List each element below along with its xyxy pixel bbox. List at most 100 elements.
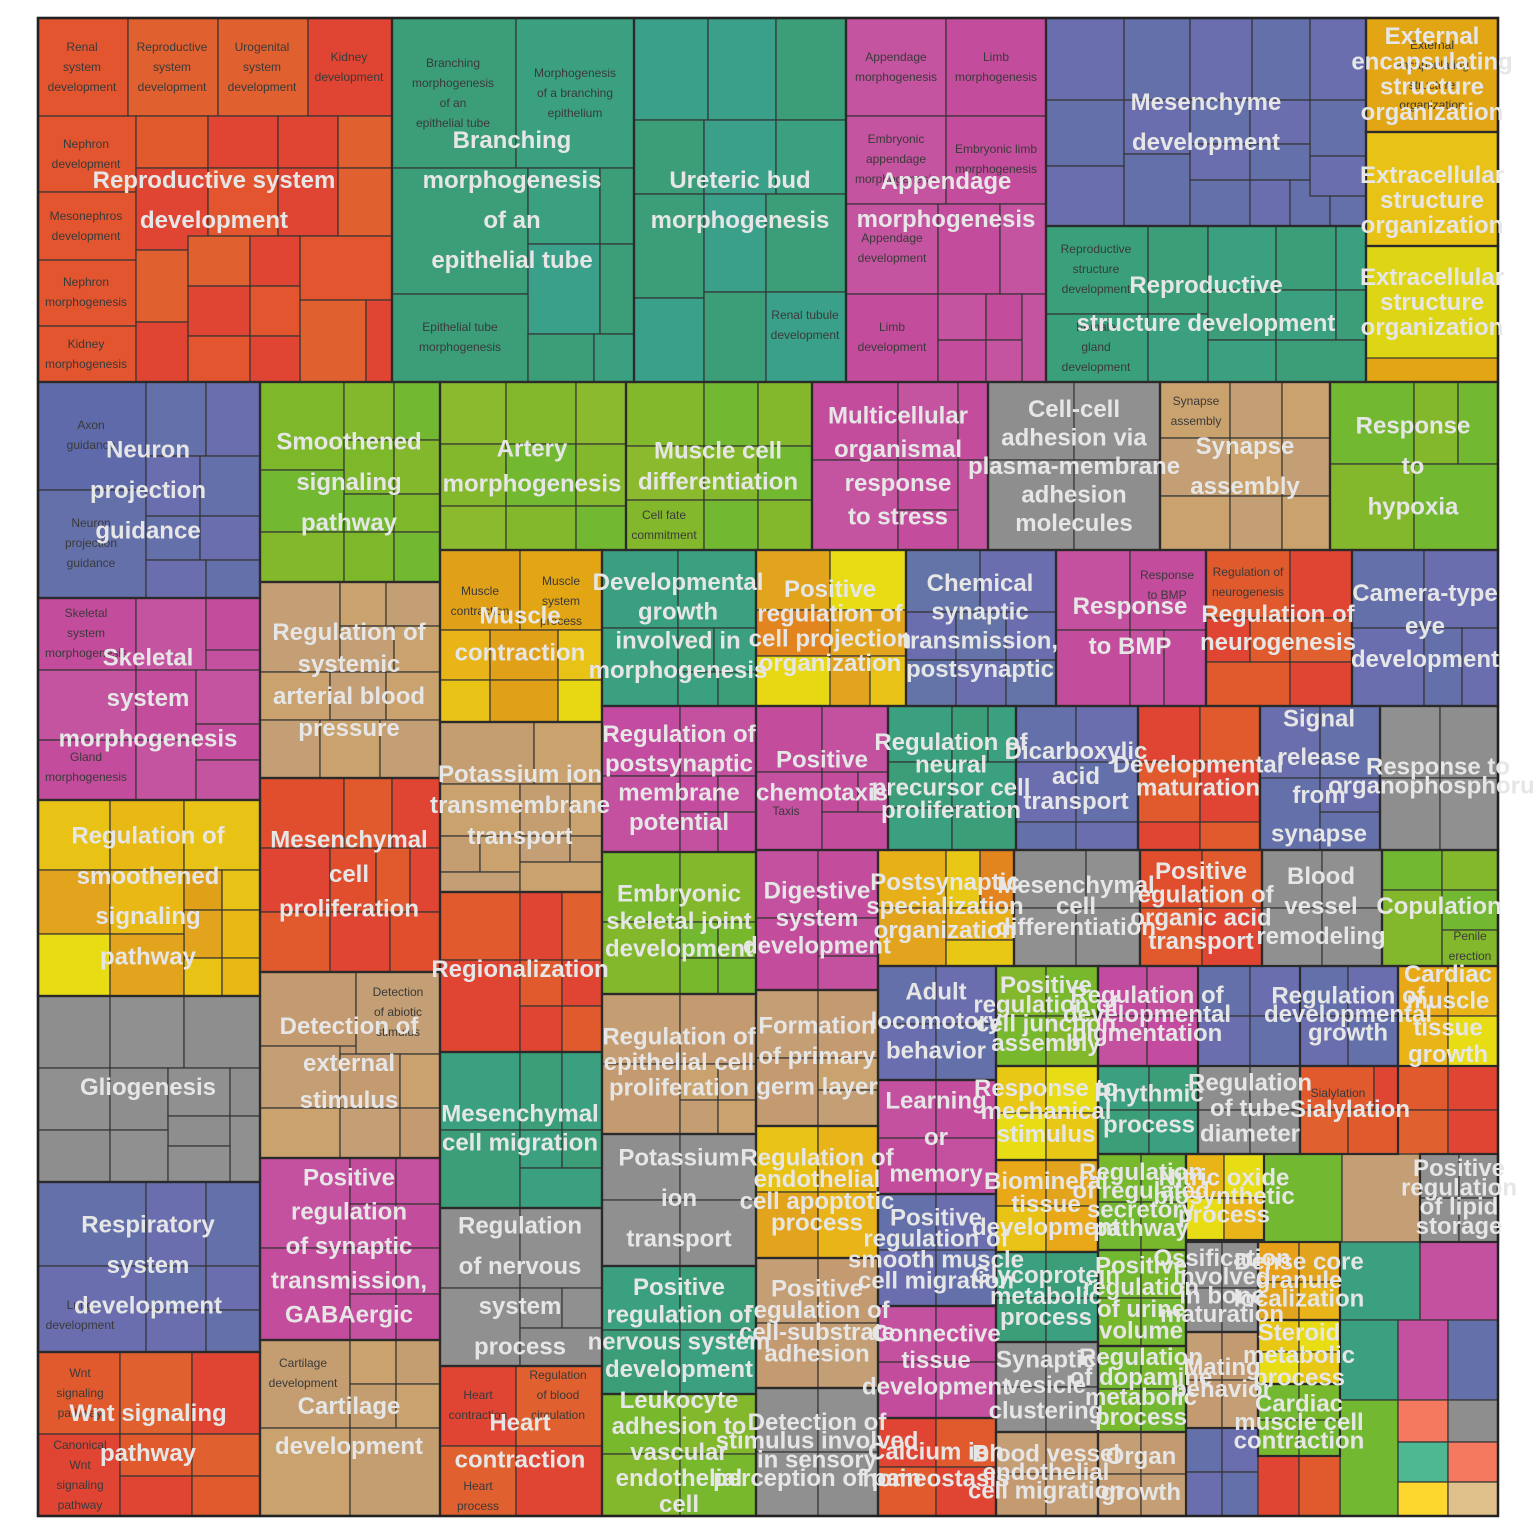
treemap-subcell: [897, 509, 959, 551]
group-label: Postsynaptic specialization organization: [866, 869, 1023, 944]
treemap-subcell: [349, 1383, 397, 1429]
term-label: Regulation of blood circulation: [529, 1368, 586, 1422]
treemap-group-89: [1256, 1382, 1342, 1458]
term-label: Nephron morphogenesis: [45, 275, 127, 309]
group-label: Positive regulation of cell junction assemb…: [973, 972, 1119, 1057]
treemap-filler-cell: [1447, 1319, 1499, 1401]
treemap-subcell: [717, 957, 757, 995]
treemap-subcell: [349, 1203, 397, 1249]
group-label: Blood vessel remodeling: [1256, 864, 1385, 951]
group-label: Regulation of developmental growth: [1264, 983, 1432, 1047]
treemap-subcell: [37, 17, 129, 117]
treemap-subcell: [439, 871, 521, 893]
treemap-subcell: [679, 1329, 757, 1395]
treemap-subcell: [135, 115, 209, 169]
treemap-subcell: [37, 325, 137, 383]
treemap-subcell: [995, 1159, 1047, 1207]
treemap-subcell: [395, 1157, 441, 1205]
treemap-subcell: [955, 659, 1007, 707]
treemap-subcell: [277, 115, 339, 169]
treemap-subcell: [677, 627, 715, 673]
treemap-subcell: [145, 515, 201, 561]
treemap-subcell: [717, 671, 757, 707]
treemap-subcell: [1257, 1455, 1300, 1517]
treemap-subcell: [109, 799, 185, 871]
treemap-subcell: [1045, 99, 1125, 167]
treemap-subcell: [951, 761, 1017, 809]
treemap-subcell: [1045, 1015, 1099, 1067]
group-label: Cardiac muscle cell contraction: [1234, 1391, 1365, 1455]
term-label: Kidney development: [315, 50, 384, 84]
group-label: Response to mechanical stimulus: [974, 1075, 1118, 1148]
treemap-subcell: [1229, 495, 1283, 551]
treemap-subcell: [1185, 1241, 1223, 1289]
treemap-subcell: [679, 957, 719, 995]
treemap-filler-cell: [1447, 1441, 1499, 1483]
treemap-subcell: [1457, 381, 1499, 465]
treemap-subcell: [167, 1067, 231, 1117]
treemap-subcell: [1075, 761, 1139, 823]
treemap-subcell: [37, 799, 111, 871]
group-label: Heart contraction: [455, 1410, 586, 1474]
term-label: Morphogenesis of a branching epithelium: [534, 66, 616, 120]
treemap-subcell: [1197, 965, 1251, 1017]
treemap-subcell: [259, 1427, 351, 1517]
treemap-subcell: [515, 17, 635, 169]
group-label: Camera-type eye development: [1351, 580, 1499, 673]
treemap-subcell: [1189, 179, 1251, 227]
treemap-subcell: [821, 771, 859, 813]
term-label: Lung development: [46, 1298, 115, 1332]
treemap-subcell: [37, 381, 147, 491]
treemap-subcell: [1097, 1153, 1142, 1203]
treemap-subcell: [395, 1339, 441, 1385]
treemap-subcell: [845, 203, 939, 295]
treemap-subcell: [217, 17, 309, 117]
treemap-subcell: [1397, 1065, 1449, 1111]
treemap-subcell: [1140, 1431, 1187, 1475]
treemap-subcell: [935, 1249, 997, 1307]
treemap-subcell: [1045, 1341, 1099, 1388]
group-label: Biomineral tissue development: [972, 1168, 1120, 1241]
treemap-subcell: [1097, 1249, 1142, 1299]
treemap-subcell: [817, 1451, 879, 1517]
treemap-subcell: [1249, 1065, 1301, 1111]
treemap-subcell: [249, 235, 301, 287]
treemap-subcell: [1221, 1331, 1259, 1381]
treemap-subcell: [717, 921, 757, 959]
group-label: Regulation of tube diameter: [1188, 1070, 1312, 1148]
treemap-subcell: [633, 17, 709, 121]
treemap-subcell: [183, 995, 261, 1069]
group-label: Regulation of developmental pigmentation: [1063, 982, 1231, 1047]
treemap-subcell: [277, 167, 339, 237]
treemap-subcell: [599, 167, 635, 245]
treemap-subcell: [37, 1433, 121, 1517]
treemap-subcell: [259, 911, 331, 973]
treemap-subcell: [1419, 1197, 1460, 1243]
treemap-subcell: [1299, 1065, 1375, 1111]
treemap-subcell: [1439, 705, 1499, 779]
treemap-subcell: [343, 531, 395, 583]
term-label: Epithelial tube morphogenesis: [419, 320, 501, 354]
treemap-subcell: [717, 775, 757, 813]
treemap-subcell: [339, 625, 395, 673]
treemap-subcell: [191, 1475, 261, 1517]
treemap-subcell: [935, 1023, 997, 1081]
group-label: Neuron projection guidance: [90, 437, 206, 545]
treemap-subcell: [205, 1181, 261, 1267]
treemap-subcell: [679, 1453, 757, 1517]
group-label: Response to BMP: [1073, 593, 1188, 660]
treemap-subcell: [195, 723, 261, 761]
term-label: Axon guidance: [67, 418, 116, 452]
treemap-subcell: [259, 381, 345, 471]
term-label: Renal system development: [48, 40, 117, 94]
term-label: Appendage development: [858, 231, 927, 265]
treemap-subcell: [625, 381, 705, 447]
treemap-subcell: [1159, 495, 1231, 551]
treemap-subcell: [1045, 225, 1149, 315]
treemap-subcell: [389, 911, 441, 973]
group-label: Leukocyte adhesion to vascular endothelial c…: [612, 1387, 747, 1518]
treemap-subcell: [1137, 821, 1201, 851]
treemap-subcell: [519, 1287, 563, 1329]
group-label: Potassium ion transport: [618, 1145, 739, 1253]
